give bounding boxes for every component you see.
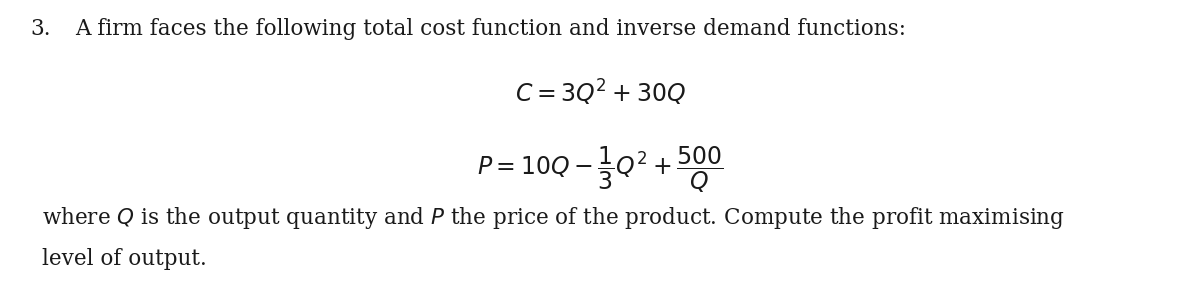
- Text: 3.: 3.: [30, 18, 50, 40]
- Text: A firm faces the following total cost function and inverse demand functions:: A firm faces the following total cost fu…: [74, 18, 906, 40]
- Text: where $Q$ is the output quantity and $P$ the price of the product. Compute the p: where $Q$ is the output quantity and $P$…: [42, 205, 1064, 231]
- Text: level of output.: level of output.: [42, 248, 206, 270]
- Text: $C = 3Q^2 + 30Q$: $C = 3Q^2 + 30Q$: [515, 78, 685, 108]
- Text: $P = 10Q - \dfrac{1}{3}Q^2 + \dfrac{500}{Q}$: $P = 10Q - \dfrac{1}{3}Q^2 + \dfrac{500}…: [476, 145, 724, 195]
